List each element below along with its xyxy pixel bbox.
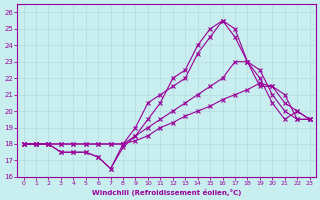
X-axis label: Windchill (Refroidissement éolien,°C): Windchill (Refroidissement éolien,°C) [92,189,241,196]
